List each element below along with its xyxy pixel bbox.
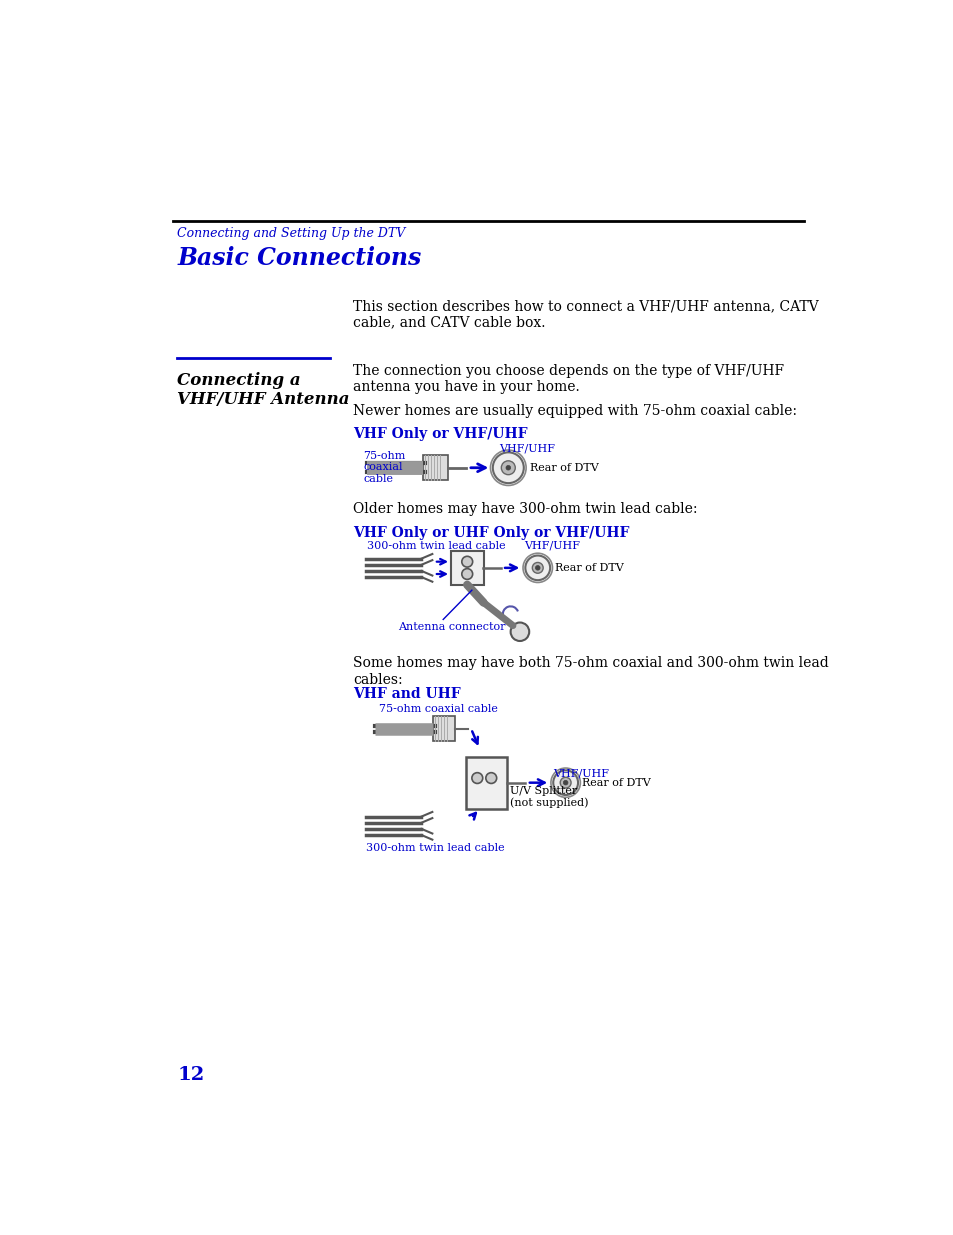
- Text: The connection you choose depends on the type of VHF/UHF
antenna you have in you: The connection you choose depends on the…: [353, 364, 783, 394]
- Circle shape: [510, 622, 529, 641]
- Circle shape: [532, 562, 542, 573]
- Text: Basic Connections: Basic Connections: [177, 246, 421, 270]
- Text: VHF Only or VHF/UHF: VHF Only or VHF/UHF: [353, 427, 527, 441]
- Text: Newer homes are usually equipped with 75-ohm coaxial cable:: Newer homes are usually equipped with 75…: [353, 404, 797, 417]
- Circle shape: [559, 777, 571, 788]
- Text: 75-ohm coaxial cable: 75-ohm coaxial cable: [378, 704, 497, 714]
- Text: Rear of DTV: Rear of DTV: [530, 463, 598, 473]
- Text: Antenna connector: Antenna connector: [397, 621, 505, 632]
- Text: 12: 12: [177, 1066, 204, 1084]
- Circle shape: [485, 773, 497, 783]
- Text: VHF/UHF: VHF/UHF: [523, 541, 579, 551]
- Bar: [451, 551, 483, 585]
- Circle shape: [461, 556, 472, 567]
- Text: Connecting and Setting Up the DTV: Connecting and Setting Up the DTV: [177, 227, 405, 240]
- Text: Rear of DTV: Rear of DTV: [555, 563, 623, 573]
- Text: Rear of DTV: Rear of DTV: [581, 778, 650, 788]
- Text: 300-ohm twin lead cable: 300-ohm twin lead cable: [365, 842, 504, 852]
- Bar: [466, 757, 506, 809]
- Text: This section describes how to connect a VHF/UHF antenna, CATV
cable, and CATV ca: This section describes how to connect a …: [353, 299, 818, 330]
- Circle shape: [525, 556, 550, 580]
- Text: Older homes may have 300-ohm twin lead cable:: Older homes may have 300-ohm twin lead c…: [353, 503, 697, 516]
- Text: VHF/UHF: VHF/UHF: [553, 769, 609, 779]
- Circle shape: [472, 773, 482, 783]
- Bar: [433, 716, 455, 741]
- Circle shape: [461, 568, 472, 579]
- Text: 75-ohm
coaxial
cable: 75-ohm coaxial cable: [363, 451, 405, 484]
- Circle shape: [553, 771, 578, 795]
- Circle shape: [493, 452, 523, 483]
- Text: U/V Splitter
(not supplied): U/V Splitter (not supplied): [509, 785, 588, 808]
- Circle shape: [562, 781, 567, 785]
- Circle shape: [535, 566, 539, 571]
- Text: VHF/UHF: VHF/UHF: [498, 443, 555, 454]
- Text: VHF and UHF: VHF and UHF: [353, 687, 460, 701]
- Text: Some homes may have both 75-ohm coaxial and 300-ohm twin lead
cables:: Some homes may have both 75-ohm coaxial …: [353, 656, 828, 687]
- Text: VHF Only or UHF Only or VHF/UHF: VHF Only or UHF Only or VHF/UHF: [353, 526, 629, 540]
- Circle shape: [500, 461, 515, 474]
- Circle shape: [505, 466, 510, 471]
- Text: 300-ohm twin lead cable: 300-ohm twin lead cable: [367, 541, 505, 551]
- Bar: [422, 456, 447, 480]
- Text: Connecting a
VHF/UHF Antenna: Connecting a VHF/UHF Antenna: [177, 372, 350, 408]
